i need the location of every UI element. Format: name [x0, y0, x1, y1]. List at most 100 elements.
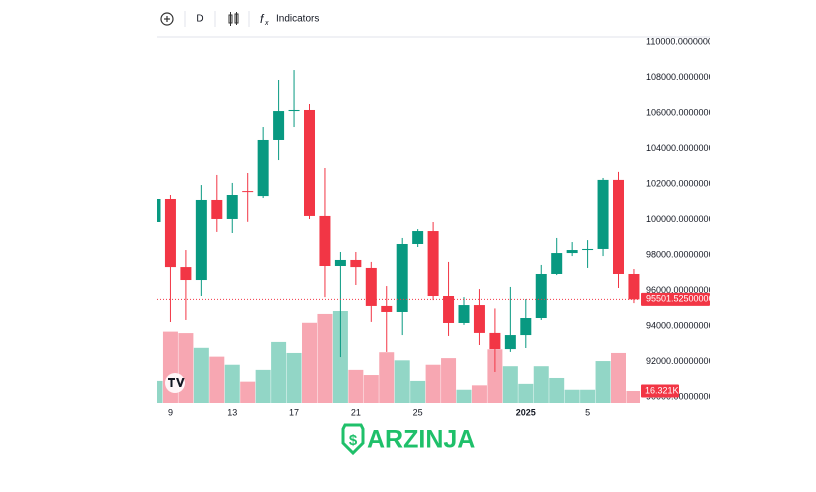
fx-icon-sub: x: [264, 20, 269, 27]
candle-body: [582, 248, 594, 251]
x-tick-label: 2025: [516, 407, 536, 417]
toolbar: D f x Indicators: [157, 11, 710, 38]
y-tick-label: 92000.00000000: [646, 356, 714, 366]
volume-bar: [317, 313, 333, 403]
candle-body: [443, 296, 455, 323]
logo-icon: $: [349, 432, 358, 449]
candle-body: [226, 195, 238, 219]
x-tick-label: 25: [413, 407, 423, 417]
candle-body: [520, 318, 532, 336]
indicators-button[interactable]: f x Indicators: [260, 12, 319, 27]
candle-body: [273, 111, 285, 140]
x-tick-label: 13: [227, 407, 237, 417]
candle-body: [195, 199, 207, 281]
volume-bar: [379, 352, 395, 403]
y-tick-label: 100000.00000000: [646, 214, 719, 224]
volume-bar: [456, 389, 472, 403]
volume-bar: [209, 356, 225, 403]
logo-text: ARZINJA: [367, 426, 475, 454]
price-axis: 110000.00000000 108000.00000000 106000.000…: [641, 36, 719, 401]
candle-body: [396, 243, 408, 312]
y-tick-label: 94000.00000000: [646, 320, 714, 330]
y-tick-label: 104000.00000000: [646, 143, 719, 153]
x-tick-label: 9: [168, 407, 173, 417]
candle-body: [180, 267, 192, 281]
y-tick-label: 102000.00000000: [646, 178, 719, 188]
candle-body: [211, 199, 223, 219]
x-tick-label: 21: [351, 407, 361, 417]
volume-bar: [564, 389, 580, 403]
volume-bar: [425, 364, 441, 403]
volume-bar: [394, 360, 410, 403]
time-axis: 9 13 17 21 25 2025 5: [168, 407, 590, 417]
candle-body: [304, 109, 315, 216]
x-tick-label: 5: [585, 407, 590, 417]
interval-button[interactable]: D: [196, 14, 203, 25]
candle-body: [597, 179, 609, 249]
volume-bar: [502, 366, 518, 403]
volume-bar: [626, 390, 640, 403]
volume-bar: [178, 333, 194, 403]
volume-bar: [157, 380, 163, 403]
candle-body: [489, 332, 501, 350]
volume-bar: [224, 364, 240, 403]
volume-bar: [595, 361, 611, 403]
volume-bar: [363, 375, 379, 403]
volume-bar: [580, 389, 596, 403]
y-tick-label: 106000.00000000: [646, 107, 719, 117]
indicators-label: Indicators: [276, 14, 319, 25]
volume-bar: [348, 369, 364, 403]
candle-body: [334, 259, 346, 267]
volume-bar: [240, 381, 256, 403]
volume-bar: [286, 352, 302, 403]
y-tick-label: 98000.00000000: [646, 249, 714, 259]
candle-body: [628, 273, 640, 300]
candle-body: [473, 305, 485, 333]
candle-body: [504, 335, 516, 350]
y-tick-label: 108000.00000000: [646, 72, 719, 82]
volume-bar: [193, 347, 209, 403]
candle-body: [365, 267, 377, 306]
tv-watermark: [165, 373, 185, 393]
x-tick-label: 17: [289, 407, 299, 417]
candle-body: [350, 259, 362, 268]
volume-bar: [549, 377, 565, 403]
plot-area: [157, 70, 640, 403]
chart-type-button[interactable]: [228, 12, 239, 26]
add-symbol-button[interactable]: [160, 12, 174, 26]
candle-body: [288, 109, 300, 112]
volume-label: 16.321K: [645, 385, 679, 395]
candle-body: [458, 305, 470, 323]
volume-bar: [271, 341, 287, 403]
volume-tag: [641, 384, 679, 398]
candle-body: [535, 273, 547, 319]
candle-body: [381, 305, 393, 312]
volume-bar: [487, 349, 503, 403]
y-tick-label: 110000.00000000: [646, 36, 718, 46]
last-price-label: 95501.52500000: [646, 294, 714, 304]
candle-body: [319, 215, 331, 267]
candle-body: [242, 191, 254, 193]
candle-body: [613, 179, 624, 274]
candle-body: [412, 231, 424, 244]
volume-bar: [533, 366, 549, 403]
y-tick-label: 96000.00000000: [646, 285, 714, 295]
volume-bar: [410, 380, 426, 403]
volume-bar: [518, 383, 534, 403]
candle-body: [164, 198, 176, 268]
candle-body: [566, 250, 578, 254]
candle-body: [427, 231, 439, 297]
volume-bar: [302, 322, 317, 403]
logo: $ ARZINJA: [341, 423, 475, 456]
candle-body: [257, 139, 269, 197]
volume-bar: [471, 385, 487, 403]
volume-bar: [441, 358, 457, 403]
candle-body: [551, 253, 563, 274]
last-price-tag: [641, 292, 710, 306]
volume-bar: [255, 369, 271, 403]
volume-bar: [611, 352, 626, 403]
fx-icon: f: [260, 12, 265, 26]
candle-body: [157, 198, 161, 222]
